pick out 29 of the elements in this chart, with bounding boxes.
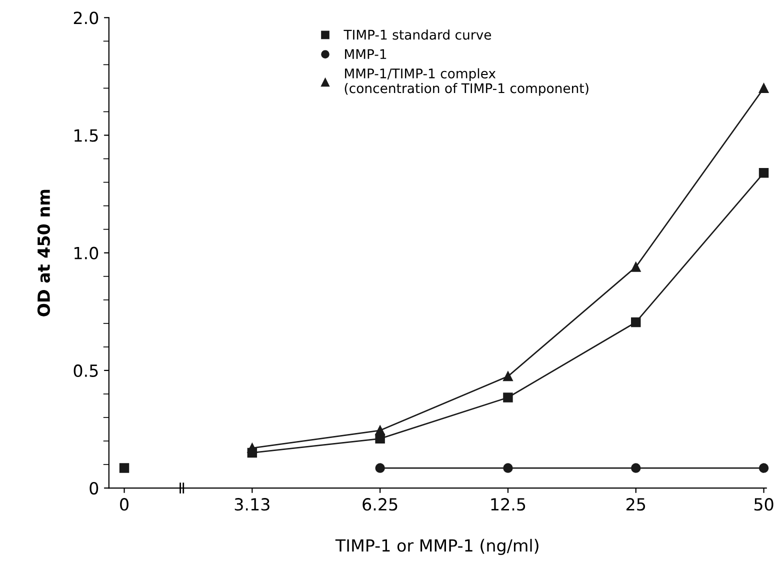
point [758, 463, 769, 473]
x-tick-label: 3.13 [234, 498, 270, 511]
y-axis-title: OD at 450 nm [37, 190, 50, 316]
point [758, 168, 769, 178]
legend-label: TIMP-1 standard curve [344, 30, 492, 40]
y-tick-label: 2.0 [74, 12, 98, 24]
x-tick-label: 25 [626, 498, 646, 511]
x-axis-title: TIMP-1 or MMP-1 (ng/ml) [335, 538, 538, 556]
point [503, 392, 513, 402]
x-tick-label: 12.5 [491, 498, 526, 511]
y-tick-label: 1.5 [74, 129, 98, 142]
x-tick-label: 50 [754, 498, 774, 511]
point [503, 371, 513, 382]
y-tick-label: 1.0 [74, 246, 98, 260]
point [503, 463, 513, 473]
point [631, 463, 641, 473]
y-tick-label: 0 [90, 482, 98, 495]
point [375, 426, 385, 436]
point [631, 317, 641, 328]
y-tick-label: 0.5 [74, 364, 98, 378]
point [758, 83, 769, 94]
point [119, 463, 130, 473]
legend-label: MMP-1/TIMP-1 complex (concentration of TIMP-1 component) [344, 68, 588, 96]
x-tick-label: 0 [120, 498, 128, 511]
legend-label: MMP-1 [345, 49, 386, 59]
x-tick-label: 6.25 [362, 498, 398, 511]
point [247, 443, 258, 453]
point [375, 463, 385, 473]
point [631, 262, 641, 272]
